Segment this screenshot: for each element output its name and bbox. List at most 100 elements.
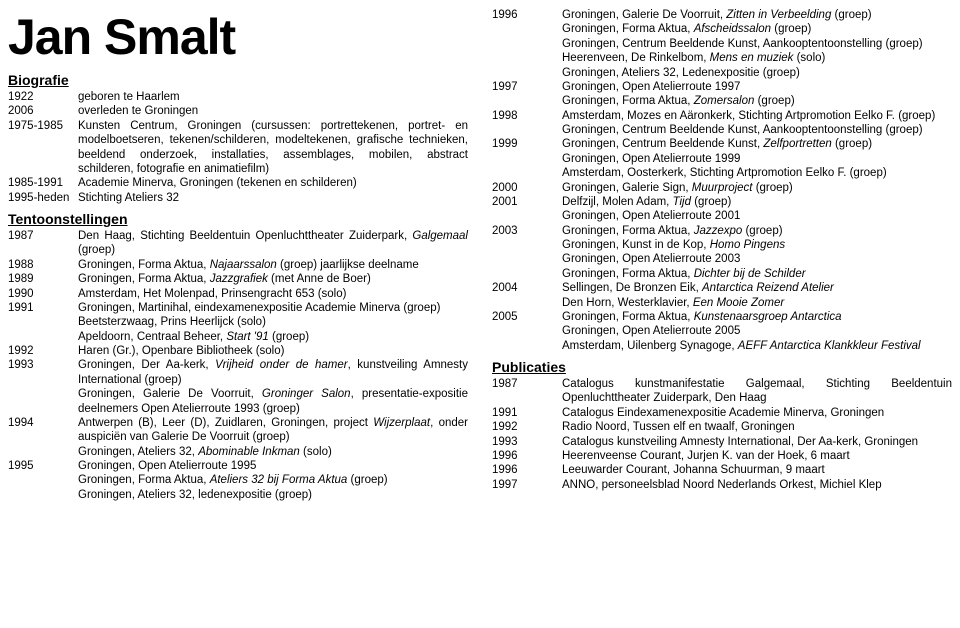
entry-text: Amsterdam, Het Molenpad, Prinsengracht 6… [78,287,468,301]
entry-text: Groningen, Der Aa-kerk, Vrijheid onder d… [78,358,468,416]
tentoonstellingen-list-continued: 1996Groningen, Galerie De Voorruit, Zitt… [492,8,952,353]
entry-row: 1996Heerenveense Courant, Jurjen K. van … [492,449,952,463]
entry-year: 1988 [8,258,78,272]
entry-year: 1991 [8,301,78,344]
entry-text: geboren te Haarlem [78,90,468,104]
entry-row: 1987Catalogus kunstmanifestatie Galgemaa… [492,377,952,406]
entry-row: 2001Delfzijl, Molen Adam, Tijd (groep)Gr… [492,195,952,224]
entry-year: 2005 [492,310,562,353]
entry-text: Groningen, Martinihal, eindexamenexposit… [78,301,468,344]
entry-year: 1996 [492,8,562,80]
entry-text: Kunsten Centrum, Groningen (cursussen: p… [78,119,468,177]
entry-text: Stichting Ateliers 32 [78,191,468,205]
entry-row: 1996Leeuwarder Courant, Johanna Schuurma… [492,463,952,477]
entry-row: 1992Haren (Gr.), Openbare Bibliotheek (s… [8,344,468,358]
entry-year: 1989 [8,272,78,286]
entry-text: Leeuwarder Courant, Johanna Schuurman, 9… [562,463,952,477]
entry-year: 1990 [8,287,78,301]
entry-year: 1996 [492,463,562,477]
entry-text: Groningen, Forma Aktua, Najaarssalon (gr… [78,258,468,272]
entry-year: 1991 [492,406,562,420]
entry-row: 1995-hedenStichting Ateliers 32 [8,191,468,205]
entry-row: 1985-1991Academie Minerva, Groningen (te… [8,176,468,190]
entry-year: 2000 [492,181,562,195]
entry-year: 1992 [8,344,78,358]
entry-row: 2005Groningen, Forma Aktua, Kunstenaarsg… [492,310,952,353]
entry-text: overleden te Groningen [78,104,468,118]
entry-year: 1987 [8,229,78,258]
entry-row: 1996Groningen, Galerie De Voorruit, Zitt… [492,8,952,80]
entry-text: Antwerpen (B), Leer (D), Zuidlaren, Gron… [78,416,468,459]
entry-text: Catalogus Eindexamenexpositie Academie M… [562,406,952,420]
entry-row: 1998Amsterdam, Mozes en Aäronkerk, Stich… [492,109,952,138]
entry-row: 1988Groningen, Forma Aktua, Najaarssalon… [8,258,468,272]
entry-text: Groningen, Galerie De Voorruit, Zitten i… [562,8,952,80]
entry-text: Radio Noord, Tussen elf en twaalf, Groni… [562,420,952,434]
entry-text: Groningen, Centrum Beeldende Kunst, Zelf… [562,137,952,180]
entry-row: 1975-1985Kunsten Centrum, Groningen (cur… [8,119,468,177]
left-column: Jan Smalt Biografie 1922geboren te Haarl… [8,8,468,502]
entry-year: 2003 [492,224,562,282]
entry-year: 2001 [492,195,562,224]
entry-text: Haren (Gr.), Openbare Bibliotheek (solo) [78,344,468,358]
entry-row: 1997ANNO, personeelsblad Noord Nederland… [492,478,952,492]
entry-row: 1991Groningen, Martinihal, eindexamenexp… [8,301,468,344]
entry-row: 1992Radio Noord, Tussen elf en twaalf, G… [492,420,952,434]
entry-year: 1994 [8,416,78,459]
entry-year: 1998 [492,109,562,138]
section-title-biografie: Biografie [8,72,468,88]
entry-year: 1985-1991 [8,176,78,190]
entry-text: Sellingen, De Bronzen Eik, Antarctica Re… [562,281,952,310]
right-column: 1996Groningen, Galerie De Voorruit, Zitt… [492,8,952,502]
entry-row: 1991Catalogus Eindexamenexpositie Academ… [492,406,952,420]
publicaties-list: 1987Catalogus kunstmanifestatie Galgemaa… [492,377,952,492]
entry-row: 2006overleden te Groningen [8,104,468,118]
entry-text: Groningen, Forma Aktua, Jazzgrafiek (met… [78,272,468,286]
entry-year: 1997 [492,80,562,109]
entry-year: 1993 [8,358,78,416]
entry-row: 1989Groningen, Forma Aktua, Jazzgrafiek … [8,272,468,286]
entry-year: 1997 [492,478,562,492]
entry-text: Groningen, Forma Aktua, Kunstenaarsgroep… [562,310,952,353]
entry-row: 1993Groningen, Der Aa-kerk, Vrijheid ond… [8,358,468,416]
entry-text: Amsterdam, Mozes en Aäronkerk, Stichting… [562,109,952,138]
entry-year: 1975-1985 [8,119,78,177]
entry-year: 1995 [8,459,78,502]
entry-text: ANNO, personeelsblad Noord Nederlands Or… [562,478,952,492]
entry-row: 1987Den Haag, Stichting Beeldentuin Open… [8,229,468,258]
artist-name: Jan Smalt [8,8,468,66]
entry-row: 2000Groningen, Galerie Sign, Muurproject… [492,181,952,195]
entry-row: 1994Antwerpen (B), Leer (D), Zuidlaren, … [8,416,468,459]
entry-row: 2004Sellingen, De Bronzen Eik, Antarctic… [492,281,952,310]
entry-text: Catalogus kunstmanifestatie Galgemaal, S… [562,377,952,406]
entry-text: Groningen, Galerie Sign, Muurproject (gr… [562,181,952,195]
entry-year: 1993 [492,435,562,449]
entry-row: 2003Groningen, Forma Aktua, Jazzexpo (gr… [492,224,952,282]
entry-text: Groningen, Forma Aktua, Jazzexpo (groep)… [562,224,952,282]
entry-text: Catalogus kunstveiling Amnesty Internati… [562,435,952,449]
entry-row: 1990Amsterdam, Het Molenpad, Prinsengrac… [8,287,468,301]
entry-year: 2004 [492,281,562,310]
biografie-list: 1922geboren te Haarlem2006overleden te G… [8,90,468,205]
entry-text: Heerenveense Courant, Jurjen K. van der … [562,449,952,463]
entry-row: 1997Groningen, Open Atelierroute 1997Gro… [492,80,952,109]
entry-year: 1996 [492,449,562,463]
entry-text: Delfzijl, Molen Adam, Tijd (groep)Gronin… [562,195,952,224]
page: Jan Smalt Biografie 1922geboren te Haarl… [8,8,952,502]
entry-year: 1922 [8,90,78,104]
entry-year: 1999 [492,137,562,180]
section-title-tentoonstellingen: Tentoonstellingen [8,211,468,227]
entry-row: 1999Groningen, Centrum Beeldende Kunst, … [492,137,952,180]
entry-year: 1992 [492,420,562,434]
entry-row: 1995Groningen, Open Atelierroute 1995Gro… [8,459,468,502]
entry-year: 1987 [492,377,562,406]
entry-year: 2006 [8,104,78,118]
tentoonstellingen-list: 1987Den Haag, Stichting Beeldentuin Open… [8,229,468,502]
entry-row: 1993Catalogus kunstveiling Amnesty Inter… [492,435,952,449]
entry-text: Groningen, Open Atelierroute 1995Groning… [78,459,468,502]
section-title-publicaties: Publicaties [492,359,952,375]
entry-text: Groningen, Open Atelierroute 1997Groning… [562,80,952,109]
entry-year: 1995-heden [8,191,78,205]
entry-text: Den Haag, Stichting Beeldentuin Openluch… [78,229,468,258]
entry-text: Academie Minerva, Groningen (tekenen en … [78,176,468,190]
